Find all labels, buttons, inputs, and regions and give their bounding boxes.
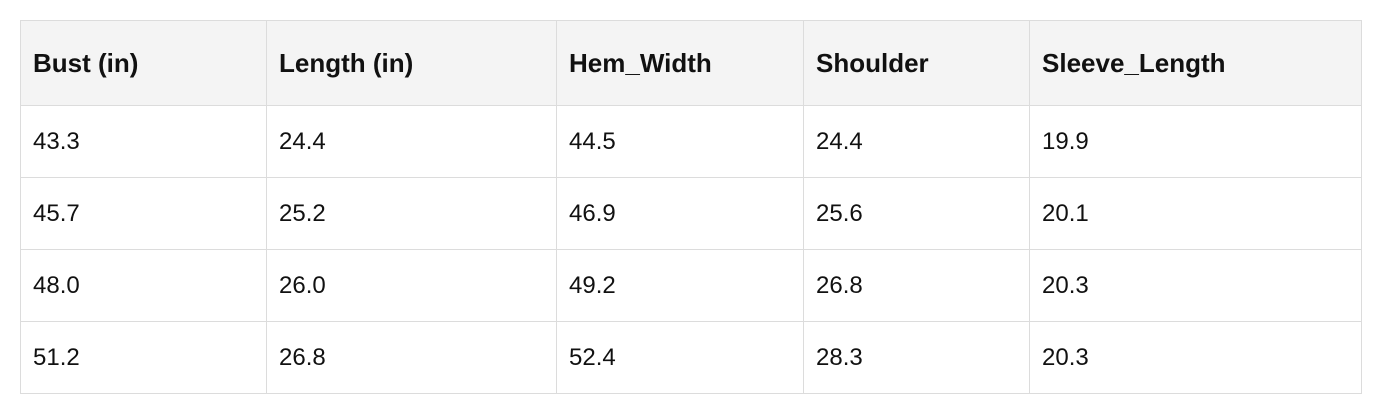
table-cell: 26.8 <box>803 249 1030 322</box>
header-row: Bust (in) Length (in) Hem_Width Shoulder Sle… <box>20 20 1362 106</box>
table-cell: 20.3 <box>1029 249 1362 322</box>
table-row: 51.2 26.8 52.4 28.3 20.3 <box>20 321 1362 394</box>
table-cell: 43.3 <box>20 105 267 178</box>
table-cell: 20.3 <box>1029 321 1362 394</box>
table-cell: 20.1 <box>1029 177 1362 250</box>
header-cell: Shoulder <box>803 20 1030 106</box>
table-cell: 45.7 <box>20 177 267 250</box>
size-table: Bust (in) Length (in) Hem_Width Shoulder Sle… <box>20 20 1362 394</box>
table-cell: 24.4 <box>266 105 557 178</box>
table-body: 43.3 24.4 44.5 24.4 19.9 45.7 25.2 46.9 25.6 20.1… <box>20 105 1362 394</box>
table-cell: 26.0 <box>266 249 557 322</box>
table-cell: 46.9 <box>556 177 804 250</box>
table-cell: 49.2 <box>556 249 804 322</box>
table-cell: 25.2 <box>266 177 557 250</box>
table-cell: 48.0 <box>20 249 267 322</box>
table-row: 48.0 26.0 49.2 26.8 20.3 <box>20 249 1362 322</box>
table-cell: 51.2 <box>20 321 267 394</box>
table-cell: 19.9 <box>1029 105 1362 178</box>
table-cell: 24.4 <box>803 105 1030 178</box>
table-cell: 28.3 <box>803 321 1030 394</box>
table-row: 45.7 25.2 46.9 25.6 20.1 <box>20 177 1362 250</box>
table-cell: 25.6 <box>803 177 1030 250</box>
table-cell: 52.4 <box>556 321 804 394</box>
header-cell: Hem_Width <box>556 20 804 106</box>
header-cell: Bust (in) <box>20 20 267 106</box>
header-cell: Length (in) <box>266 20 557 106</box>
table-cell: 26.8 <box>266 321 557 394</box>
table-row: 43.3 24.4 44.5 24.4 19.9 <box>20 105 1362 178</box>
header-cell: Sleeve_Length <box>1029 20 1362 106</box>
table-cell: 44.5 <box>556 105 804 178</box>
